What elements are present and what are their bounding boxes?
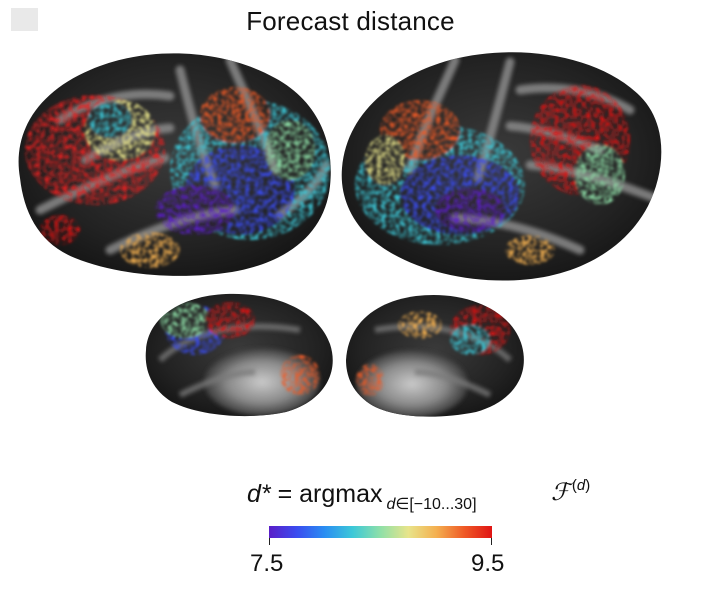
forecast-score-symbol: ℱ (d) bbox=[551, 477, 591, 506]
formula-subscript-range: ∈[−10...30] bbox=[395, 496, 477, 513]
left-lateral-hemisphere bbox=[18, 53, 331, 276]
superscript-var: d bbox=[576, 477, 586, 494]
colorbar-max-label: 9.5 bbox=[471, 550, 505, 577]
colorbar-min-tick bbox=[269, 538, 270, 545]
right-medial-hemisphere bbox=[346, 294, 524, 417]
formula-operator: = argmax bbox=[270, 480, 383, 508]
figure-title: Forecast distance bbox=[246, 6, 455, 36]
formula-variable: d* bbox=[247, 480, 271, 508]
function-superscript: (d) bbox=[571, 477, 591, 494]
formula-subscript: d∈[−10...30] bbox=[387, 496, 477, 513]
formula-subscript-var: d bbox=[386, 496, 396, 513]
left-medial-hemisphere bbox=[145, 293, 333, 417]
argmax-formula: d* = argmax d∈[−10...30] bbox=[247, 480, 477, 513]
colorbar bbox=[269, 526, 492, 538]
colorbar-max-tick bbox=[491, 538, 492, 545]
right-lateral-hemisphere bbox=[341, 52, 662, 281]
brain-surface-maps bbox=[18, 52, 662, 417]
corner-tab bbox=[11, 8, 38, 31]
colorbar-min-label: 7.5 bbox=[250, 550, 284, 577]
function-symbol: ℱ bbox=[551, 478, 570, 506]
